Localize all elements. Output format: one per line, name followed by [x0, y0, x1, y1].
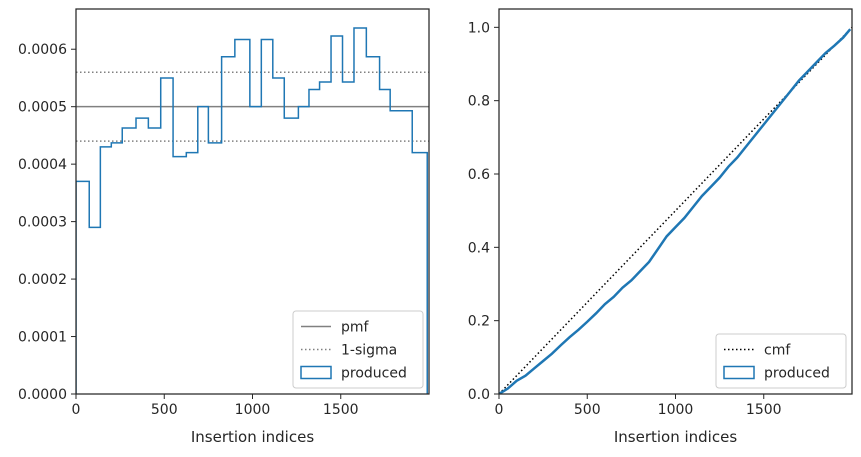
x-tick-label: 500 [574, 402, 601, 418]
legend-label-2: 1-sigma [341, 343, 397, 359]
legend-label-3: produced [341, 366, 407, 382]
plot-area [499, 26, 852, 394]
legend-box [292, 310, 424, 389]
produced-cumulative [499, 28, 852, 394]
x-tick-label: 0 [495, 402, 504, 418]
legend-marker-3 [300, 365, 332, 380]
y-tick-label: 0.0001 [18, 330, 67, 346]
x-tick-label: 1500 [746, 402, 782, 418]
y-tick-label: 0.0000 [18, 387, 67, 403]
legend: pmf 1-sigma produced [292, 310, 424, 389]
x-tick-label: 1000 [658, 402, 694, 418]
y-tick-label: 0.2 [468, 314, 490, 330]
y-tick-label: 0.0 [468, 387, 490, 403]
y-tick-label: 0.0005 [18, 100, 67, 116]
x-tick-label: 500 [151, 402, 178, 418]
x-tick-label: 1500 [323, 402, 359, 418]
x-axis-label: Insertion indices [614, 428, 737, 446]
legend-label-1: pmf [341, 320, 370, 336]
legend-marker-2 [723, 365, 755, 380]
y-tick-label: 0.0002 [18, 272, 67, 288]
legend-label-2: produced [764, 366, 830, 382]
x-tick-label: 0 [72, 402, 81, 418]
y-tick-label: 0.6 [468, 167, 490, 183]
legend: cmf produced [715, 333, 847, 389]
plot-area [76, 27, 429, 394]
produced-histogram [76, 27, 428, 394]
legend-label-1: cmf [764, 343, 791, 359]
y-tick-label: 0.4 [468, 240, 490, 256]
y-tick-label: 1.0 [468, 20, 490, 36]
y-tick-label: 0.0006 [18, 42, 67, 58]
chart-panel-2: 0 500 1000 1500 0.0 0.2 0.4 0.6 0.8 1.0 Insertion … [468, 8, 853, 446]
chart-panel-1: 0 500 1000 1500 0.0000 0.0001 0.0002 0.0003 0.00… [18, 8, 430, 446]
y-tick-label: 0.8 [468, 94, 490, 110]
y-tick-label: 0.0003 [18, 215, 67, 231]
x-axis-label: Insertion indices [191, 428, 314, 446]
x-tick-label: 1000 [235, 402, 271, 418]
y-tick-label: 0.0004 [18, 157, 67, 173]
legend-box [715, 333, 847, 389]
